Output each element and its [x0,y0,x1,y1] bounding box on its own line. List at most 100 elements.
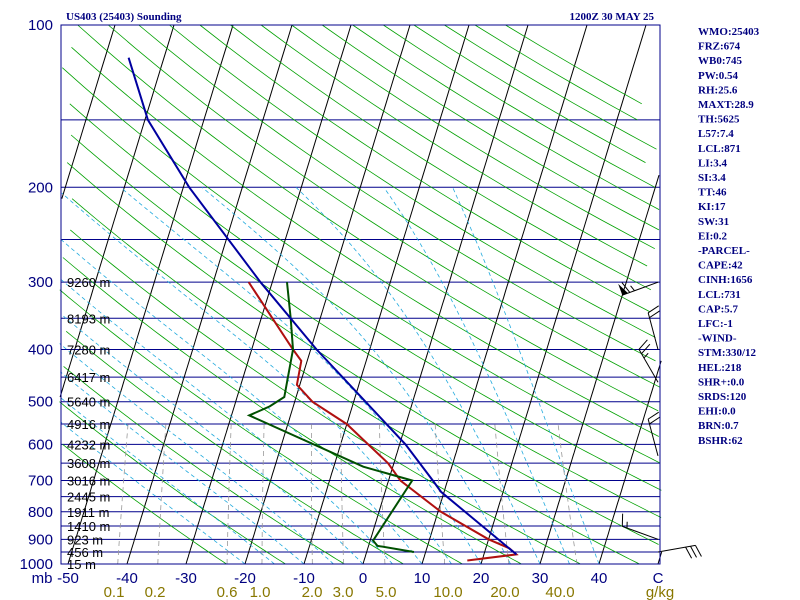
dry-adiabat-line [413,24,646,163]
mixing-ratio-label: 0.1 [104,584,125,600]
sounding-profiles [127,57,519,562]
mixing-ratio-lines [117,424,578,565]
wind-barb [638,339,659,383]
index-value: KI:17 [698,201,726,213]
temperature-tick-label: 10 [414,570,431,587]
height-label: 1911 m [67,505,109,520]
index-value: SW:31 [698,216,729,228]
moist-adiabat-line [383,187,570,565]
height-label: 3608 m [67,456,110,471]
mixing-ratio-label: 0.2 [145,584,166,600]
moist-adiabat-line [61,192,452,565]
height-labels: 9260 m 8193 m 7280 m 6417 m 5640 m 4916 m 4232… [67,275,110,572]
dry-adiabat-line [71,47,659,437]
height-label: 9260 m [67,275,110,290]
isotherm-line [598,360,662,565]
height-label: 5640 m [67,395,110,410]
dry-adiabat-line [230,24,652,291]
index-value: FRZ:674 [698,41,741,53]
mixing-ratio-line [226,424,232,565]
index-value: -WIND- [698,333,737,345]
pressure-label: 100 [28,17,53,34]
pressure-labels: 100 200 300 400 500 600 700 800 900 1000 [20,17,53,573]
index-value: BSHR:62 [698,435,743,447]
index-value: WMO:25403 [698,26,760,38]
index-value: PW:0.54 [698,70,739,82]
dry-adiabat-line [108,24,661,388]
plot-frame [60,24,661,565]
dry-adiabat-line [66,162,659,545]
mixing-ratio-label: 40.0 [545,584,574,600]
dry-adiabat-line [69,103,662,491]
dry-adiabat-line [138,24,656,362]
index-value: CAPE:42 [698,260,743,272]
height-label: 15 m [67,557,96,572]
index-value: MAXT:28.9 [698,99,754,111]
index-value: SHR+:0.0 [698,376,745,388]
isotherm-line [61,24,116,199]
mixing-ratio-label: 5.0 [376,584,397,600]
temperature-tick-label: 30 [532,570,549,587]
mixing-ratio-line [117,424,129,565]
isotherm-line [59,24,175,398]
isotherm-line [67,24,234,565]
dry-adiabat-line [260,24,648,267]
dry-adiabat-line [352,24,660,210]
index-value: L57:7.4 [698,128,734,140]
moist-adiabat-line [120,186,482,565]
wind-barb [647,305,661,350]
dry-adiabat-lines [59,24,662,565]
parcel-path [127,57,518,556]
wind-barb [621,513,659,540]
pressure-label: 700 [28,473,53,490]
index-value: TT:46 [698,187,727,199]
moist-adiabat-line [60,239,423,565]
temperature-tick-label: 0 [359,570,367,587]
isotherm-line [362,24,529,565]
moist-adiabat-line [60,371,305,565]
pressure-label: 900 [28,531,53,548]
dry-adiabat-line [59,401,286,565]
mixing-ratio-label: 20.0 [490,584,519,600]
index-value: LCL:731 [698,289,741,301]
dry-adiabat-line [62,67,661,464]
temperature-tick-label: -10 [293,570,315,587]
height-label: 7280 m [67,343,110,358]
index-value: CINH:1656 [698,274,753,286]
height-label: 4232 m [67,437,110,452]
moist-adiabat-line [59,343,334,565]
isotherm-line [303,24,470,565]
mixing-ratio-line [311,424,313,565]
mixing-ratio-label: g/kg [646,584,674,600]
temperature-tick-label: 20 [473,570,490,587]
index-value: CAP:5.7 [698,303,739,315]
index-value: EI:0.2 [698,230,728,242]
moist-adiabat-line [59,277,393,565]
dry-adiabat-line [474,24,638,121]
index-value: WB0:745 [698,55,743,67]
temperature-labels: mb -50 -40 -30 -20 -10 0 10 20 30 40 C [32,570,664,587]
pressure-label: 400 [28,342,53,359]
dry-adiabat-line [383,24,656,188]
dry-adiabat-line [65,330,404,565]
index-value: RH:25.6 [698,84,738,96]
stability-indices-panel: WMO:25403 FRZ:674 WB0:745 PW:0.54 RH:25.6 MAX… [698,26,760,447]
dry-adiabat-line [321,24,660,231]
index-value: TH:5625 [698,114,740,126]
wind-barb [647,411,661,456]
dry-adiabat-line [62,257,522,565]
moist-adiabat-line [452,187,600,565]
index-value: -PARCEL- [698,245,750,257]
isotherm-line [539,175,660,565]
mixing-ratio-line [261,424,265,565]
mixing-ratio-label: 2.0 [302,584,323,600]
dry-adiabat-line [291,24,655,250]
wind-barb [618,281,659,296]
height-label: 923 m [67,532,103,547]
index-value: LFC:-1 [698,318,733,330]
isotherm-line [244,24,411,565]
temperature-tick-label: -20 [234,570,256,587]
mixing-ratio-labels: 0.1 0.2 0.6 1.0 2.0 3.0 5.0 10.0 20.0 40.0 g/kg [104,584,675,600]
temperature-tick-label: 40 [591,570,608,587]
moist-adiabat-line [61,314,364,565]
